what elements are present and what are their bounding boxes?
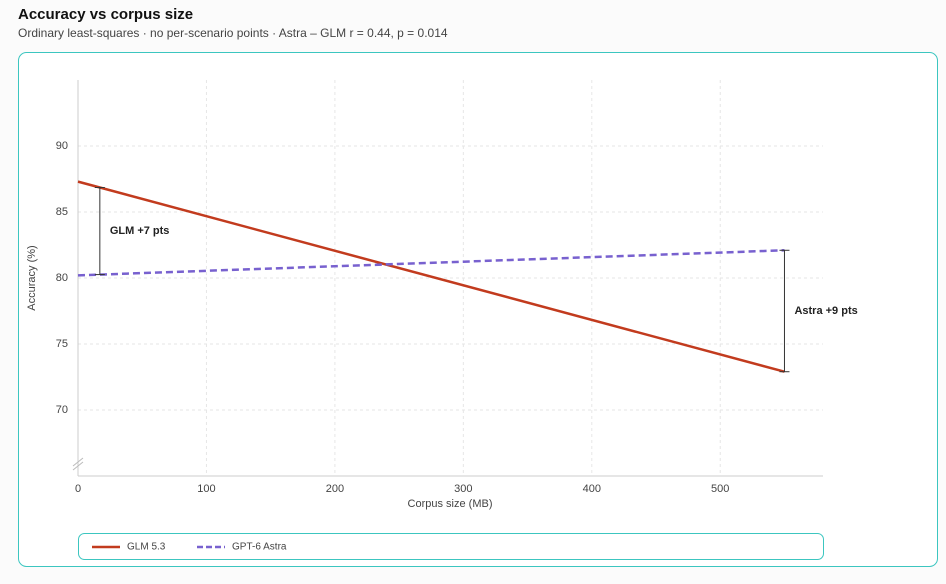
legend-box <box>78 533 824 560</box>
x-tick-label: 200 <box>326 483 344 495</box>
y-tick-label: 80 <box>56 272 68 284</box>
x-tick-label: 300 <box>454 483 472 495</box>
axis-break <box>72 457 84 471</box>
x-tick-label: 400 <box>583 483 601 495</box>
annotation: GLM +7 pts <box>110 225 170 237</box>
x-tick-label: 0 <box>75 483 81 495</box>
x-axis-label: Corpus size (MB) <box>408 498 493 510</box>
y-tick-label: 90 <box>56 140 68 152</box>
panel <box>18 52 938 567</box>
x-tick-label: 500 <box>711 483 729 495</box>
y-tick-label: 70 <box>56 404 68 416</box>
chart-subtitle: Ordinary least-squares · no per-scenario… <box>18 26 448 40</box>
y-axis-label: Accuracy (%) <box>26 245 38 310</box>
chart-title: Accuracy vs corpus size <box>18 6 193 23</box>
annotation: Astra +9 pts <box>794 305 857 317</box>
legend-label: GPT-6 Astra <box>232 542 287 553</box>
legend-label: GLM 5.3 <box>127 542 166 553</box>
y-tick-label: 75 <box>56 338 68 350</box>
x-tick-label: 100 <box>197 483 215 495</box>
series-line <box>77 249 785 277</box>
series-line <box>77 180 785 373</box>
y-tick-label: 85 <box>56 206 68 218</box>
